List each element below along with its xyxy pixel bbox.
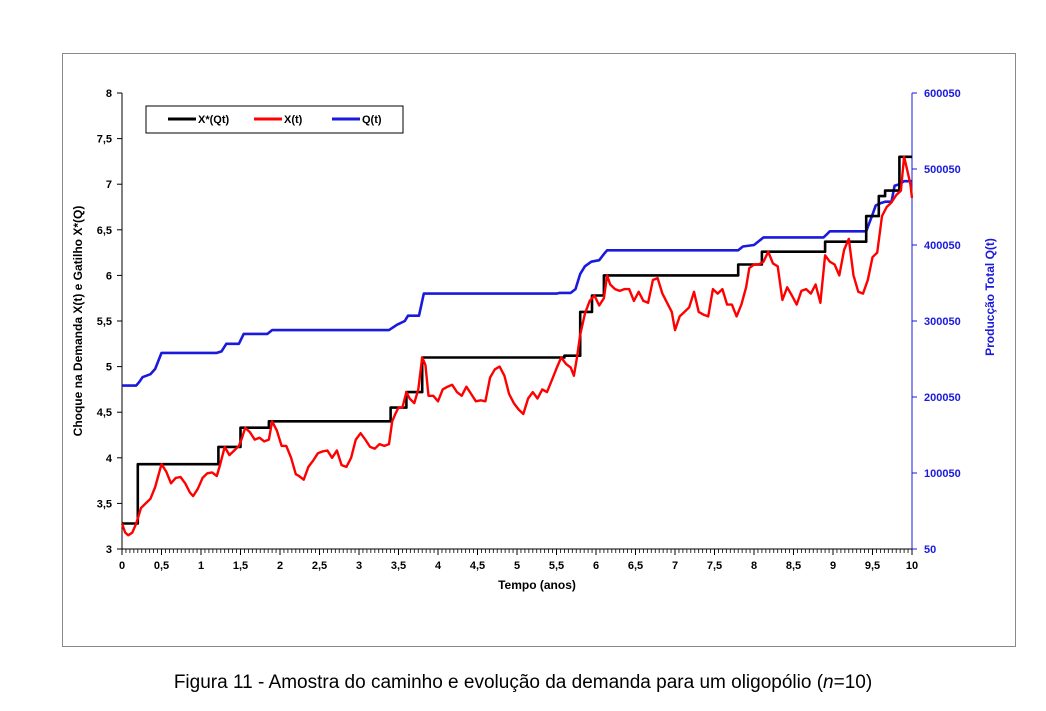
- x-axis-title: Tempo (anos): [498, 578, 576, 592]
- x-tick-label: 7: [672, 560, 678, 572]
- caption-prefix: Figura 11 - Amostra do caminho e evoluçã…: [173, 672, 824, 693]
- x-tick-label: 5: [514, 560, 520, 572]
- axes-group: 0 0,5 1 1,5 2 2,5 3 3,5 4 4,5 5 5,5 6 6,5 7 7,5 8 8,5 9 9,5…: [97, 88, 961, 572]
- y-right-tick-label: 100050: [924, 468, 961, 480]
- y-right-tick-label: 500050: [924, 164, 961, 176]
- x-tick-label: 4: [435, 560, 442, 572]
- caption-suffix: =10): [833, 672, 873, 693]
- y-left-tick-label: 7: [106, 179, 112, 191]
- y-left-tick-label: 5,5: [97, 316, 112, 328]
- x-tick-label: 3: [356, 560, 362, 572]
- y-right-tick-label: 50: [924, 544, 936, 556]
- y-left-tick-label: 7,5: [97, 134, 112, 146]
- series-q-t-line: [122, 179, 912, 387]
- legend-label-x-t: X(t): [284, 114, 303, 126]
- chart-svg: 0 0,5 1 1,5 2 2,5 3 3,5 4 4,5 5 5,5 6 6,5 7 7,5 8 8,5 9 9,5…: [71, 88, 997, 592]
- y-axis-title-right: Producção Total Q(t): [983, 238, 997, 356]
- y-right-tick-label: 300050: [924, 316, 961, 328]
- x-tick-label: 9: [830, 560, 836, 572]
- figure-caption: Figura 11 - Amostra do caminho e evoluçã…: [0, 672, 1046, 694]
- legend-label-q-t: Q(t): [362, 114, 382, 126]
- x-tick-label: 3,5: [391, 560, 406, 572]
- x-tick-label: 4,5: [470, 560, 485, 572]
- x-tick-label: 8,5: [786, 560, 801, 572]
- y-left-tick-label: 5: [106, 362, 112, 374]
- legend-label-x-star: X*(Qt): [198, 114, 230, 126]
- x-tick-label: 6,5: [628, 560, 643, 572]
- x-tick-label: 1,5: [233, 560, 248, 572]
- y-left-tick-label: 8: [106, 88, 112, 100]
- x-tick-label: 0: [119, 560, 125, 572]
- y-left-tick-label: 4,5: [97, 407, 112, 419]
- y-right-tick-label: 400050: [924, 240, 961, 252]
- x-tick-label: 6: [593, 560, 599, 572]
- y-left-tick-label: 4: [106, 453, 113, 465]
- caption-italic-n: n: [823, 672, 834, 693]
- x-tick-label: 10: [906, 560, 918, 572]
- x-tick-label: 2: [277, 560, 283, 572]
- y-right-tick-label: 200050: [924, 392, 961, 404]
- x-tick-label: 1: [198, 560, 204, 572]
- y-left-tick-label: 3,5: [97, 498, 112, 510]
- y-left-tick-label: 6,5: [97, 225, 112, 237]
- x-tick-label: 0,5: [154, 560, 169, 572]
- series-x-t-line: [120, 155, 914, 537]
- x-tick-label: 8: [751, 560, 757, 572]
- y-left-tick-label: 3: [106, 544, 112, 556]
- legend: X*(Qt) X(t) Q(t): [145, 105, 404, 134]
- y-right-tick-label: 600050: [924, 88, 961, 100]
- x-tick-label: 9,5: [865, 560, 880, 572]
- y-axis-title-left: Choque na Demanda X(t) e Gatilho X*(Q): [71, 206, 85, 437]
- x-tick-label: 7,5: [707, 560, 722, 572]
- y-left-tick-label: 6: [106, 270, 112, 282]
- series-group: [120, 155, 914, 537]
- x-tick-label: 2,5: [312, 560, 327, 572]
- x-tick-label: 5,5: [549, 560, 564, 572]
